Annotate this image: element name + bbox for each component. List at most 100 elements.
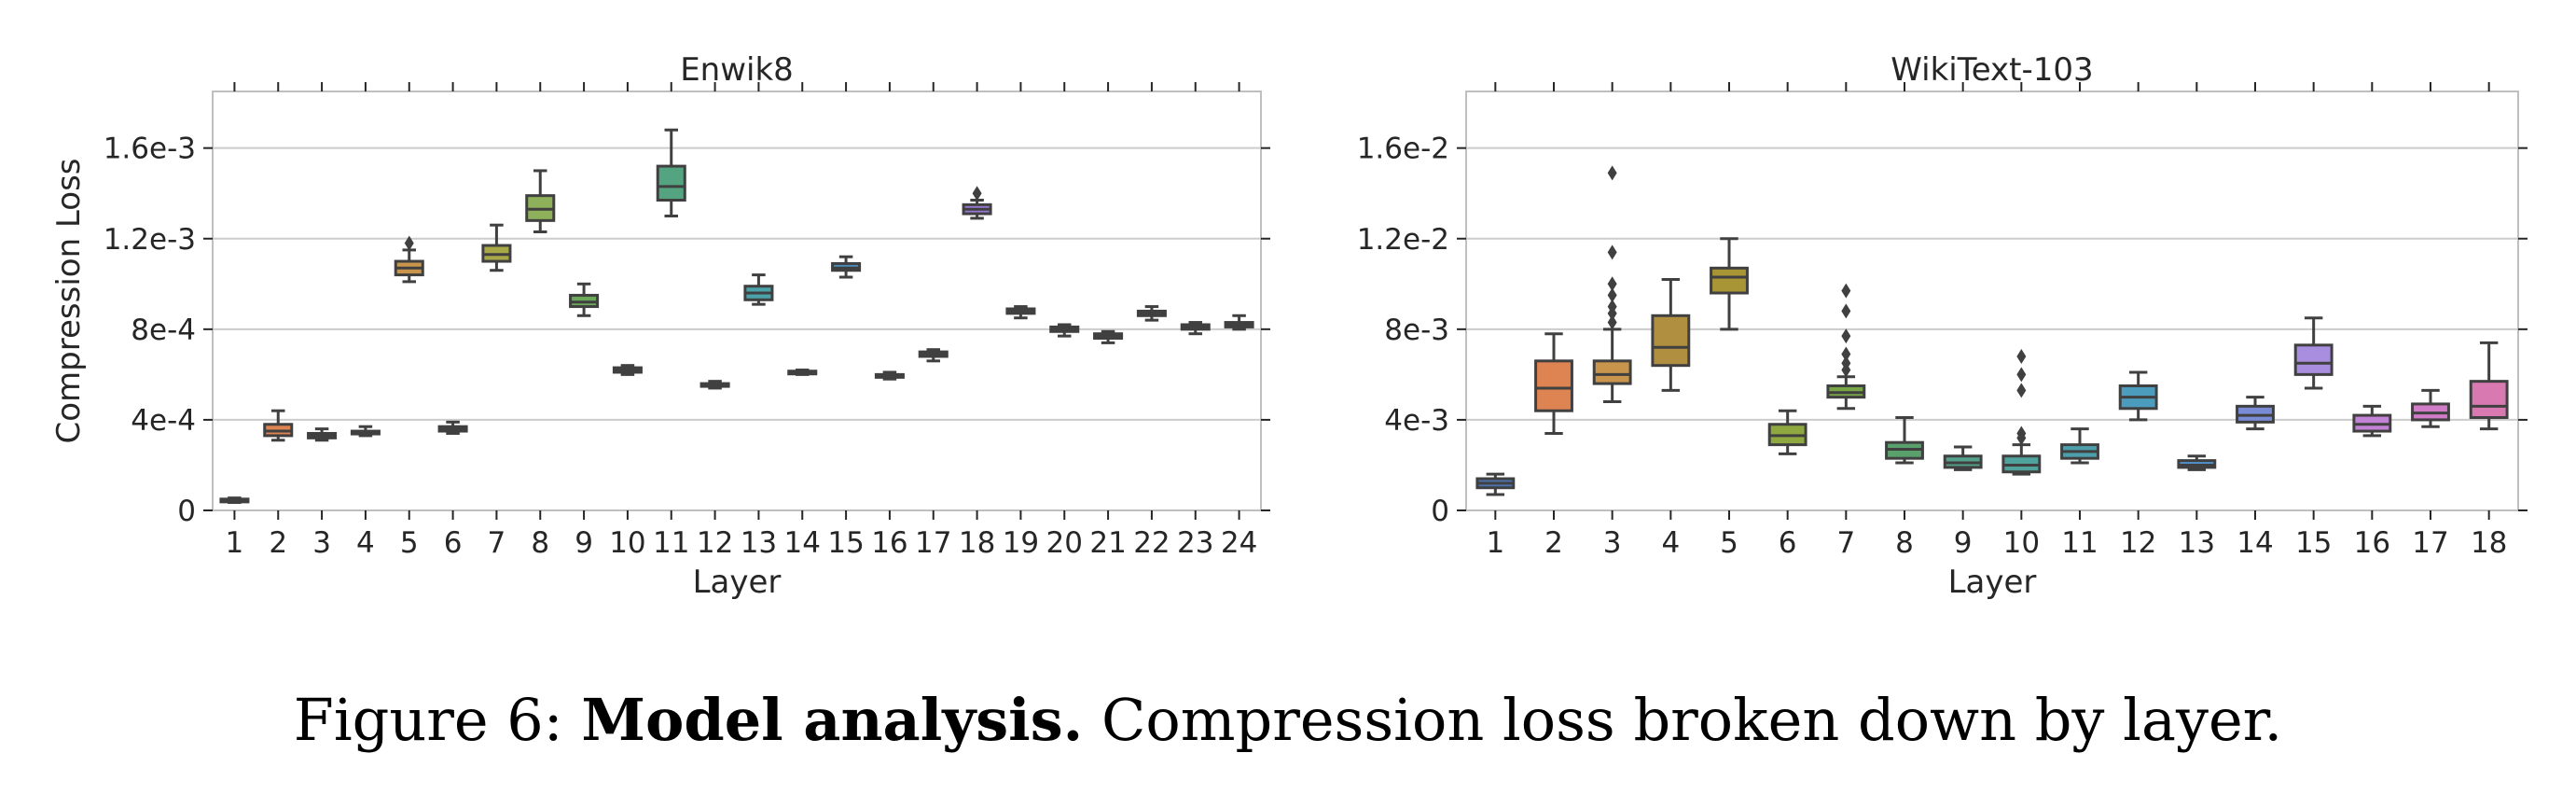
x-tick-label: 22 xyxy=(1133,526,1170,560)
x-tick-label: 13 xyxy=(2179,526,2215,560)
outlier-point xyxy=(2016,383,2027,398)
outlier-point xyxy=(2016,367,2027,383)
box-layer-16 xyxy=(2352,404,2392,438)
box-body xyxy=(656,164,686,202)
box-layer-7 xyxy=(1826,283,1866,411)
y-tick-label: 1.2e-2 xyxy=(1357,223,1449,257)
caption-text: Compression loss broken down by layer. xyxy=(1101,686,2283,754)
x-tick-label: 15 xyxy=(2295,526,2332,560)
box-layer-15 xyxy=(2293,316,2334,390)
box-layer-13 xyxy=(2177,454,2217,471)
x-tick-label: 18 xyxy=(2471,526,2507,560)
x-tick-label: 16 xyxy=(871,526,907,560)
x-tick-label: 5 xyxy=(400,526,419,560)
x-tick-label: 14 xyxy=(2237,526,2273,560)
box-layer-18 xyxy=(2469,341,2509,431)
x-tick-label: 20 xyxy=(1046,526,1083,560)
box-layer-14 xyxy=(2236,396,2275,431)
outlier-point xyxy=(404,235,414,251)
y-tick-label: 4e-4 xyxy=(131,404,196,438)
x-tick-label: 17 xyxy=(2412,526,2448,560)
caption-prefix: Figure 6: xyxy=(293,686,563,754)
chart-title: Enwik8 xyxy=(680,51,794,89)
box-layer-1 xyxy=(1475,472,1516,496)
box-layer-10 xyxy=(612,364,643,376)
y-tick-label: 1.2e-3 xyxy=(104,223,196,257)
box-layer-8 xyxy=(1885,415,1924,465)
box-layer-20 xyxy=(1049,323,1080,338)
outlier-point xyxy=(1607,299,1617,314)
box-layer-3 xyxy=(307,427,338,442)
chart-enwik8: 04e-48e-41.2e-31.6e-31 2 3 4 5 6 7 8 9 10 11 12 13 14… xyxy=(50,51,1270,601)
outlier-point xyxy=(1607,287,1617,303)
x-tick-label: 14 xyxy=(784,526,821,560)
x-tick-label: 24 xyxy=(1221,526,1257,560)
box-layer-17 xyxy=(2411,388,2450,428)
box-body xyxy=(2469,380,2509,419)
box-layer-5 xyxy=(1710,237,1749,331)
box-layer-7 xyxy=(481,223,512,272)
box-layer-16 xyxy=(874,370,905,381)
box-layer-11 xyxy=(2060,427,2099,465)
chart-wikitext-103: 04e-38e-31.2e-21.6e-21 2 3 4 5 6 7 8 9 10 11 12 13 14… xyxy=(1357,51,2528,601)
x-tick-label: 2 xyxy=(269,526,287,560)
box-layer-5 xyxy=(394,235,424,284)
outlier-point xyxy=(2016,425,2027,441)
box-body xyxy=(1710,266,1749,295)
x-tick-label: 6 xyxy=(444,526,463,560)
x-tick-label: 13 xyxy=(741,526,777,560)
x-tick-label: 16 xyxy=(2354,526,2390,560)
y-tick-label: 1.6e-2 xyxy=(1357,132,1449,166)
box-layer-9 xyxy=(1943,445,1983,471)
box-body xyxy=(2293,343,2334,376)
box-layer-19 xyxy=(1005,305,1036,320)
x-tick-label: 9 xyxy=(1954,526,1973,560)
x-tick-label: 21 xyxy=(1089,526,1126,560)
caption-bold: Model analysis. xyxy=(581,686,1084,754)
plot-frame xyxy=(212,91,1262,511)
outlier-point xyxy=(1841,303,1851,319)
y-tick-label: 0 xyxy=(1431,495,1449,528)
y-tick-label: 8e-4 xyxy=(131,314,196,347)
x-tick-label: 18 xyxy=(959,526,995,560)
x-tick-label: 12 xyxy=(697,526,733,560)
x-axis-label: Layer xyxy=(1948,564,2037,601)
outlier-point xyxy=(1607,314,1617,330)
box-layer-12 xyxy=(2118,370,2158,422)
x-tick-label: 6 xyxy=(1779,526,1797,560)
x-tick-label: 23 xyxy=(1177,526,1213,560)
box-layer-11 xyxy=(656,128,686,217)
box-layer-14 xyxy=(787,369,818,376)
x-tick-label: 7 xyxy=(488,526,506,560)
box-body xyxy=(1592,359,1632,385)
x-axis-label: Layer xyxy=(693,564,782,601)
x-tick-label: 7 xyxy=(1836,526,1855,560)
y-tick-label: 0 xyxy=(177,495,196,528)
box-body xyxy=(1534,359,1573,412)
box-body xyxy=(1651,314,1691,368)
plot-frame xyxy=(1465,91,2519,511)
outlier-point xyxy=(972,186,982,202)
y-tick-label: 1.6e-3 xyxy=(104,132,196,166)
x-tick-label: 8 xyxy=(1895,526,1914,560)
outlier-point xyxy=(1841,346,1851,362)
box-layer-22 xyxy=(1136,305,1167,322)
x-tick-label: 2 xyxy=(1544,526,1563,560)
box-layer-12 xyxy=(699,380,730,390)
outlier-point xyxy=(1607,165,1617,181)
box-layer-21 xyxy=(1093,329,1124,344)
x-tick-label: 4 xyxy=(1661,526,1680,560)
x-tick-label: 15 xyxy=(827,526,864,560)
x-tick-label: 1 xyxy=(226,526,244,560)
box-layer-6 xyxy=(437,420,468,435)
outlier-point xyxy=(1607,244,1617,260)
box-layer-4 xyxy=(1651,277,1691,392)
box-layer-13 xyxy=(743,273,774,306)
x-tick-label: 10 xyxy=(2003,526,2040,560)
x-tick-label: 19 xyxy=(1003,526,1039,560)
box-layer-1 xyxy=(219,496,250,505)
x-tick-label: 10 xyxy=(609,526,645,560)
box-layer-2 xyxy=(1534,332,1573,435)
chart-title: WikiText-103 xyxy=(1890,51,2093,89)
box-layer-23 xyxy=(1180,321,1211,336)
